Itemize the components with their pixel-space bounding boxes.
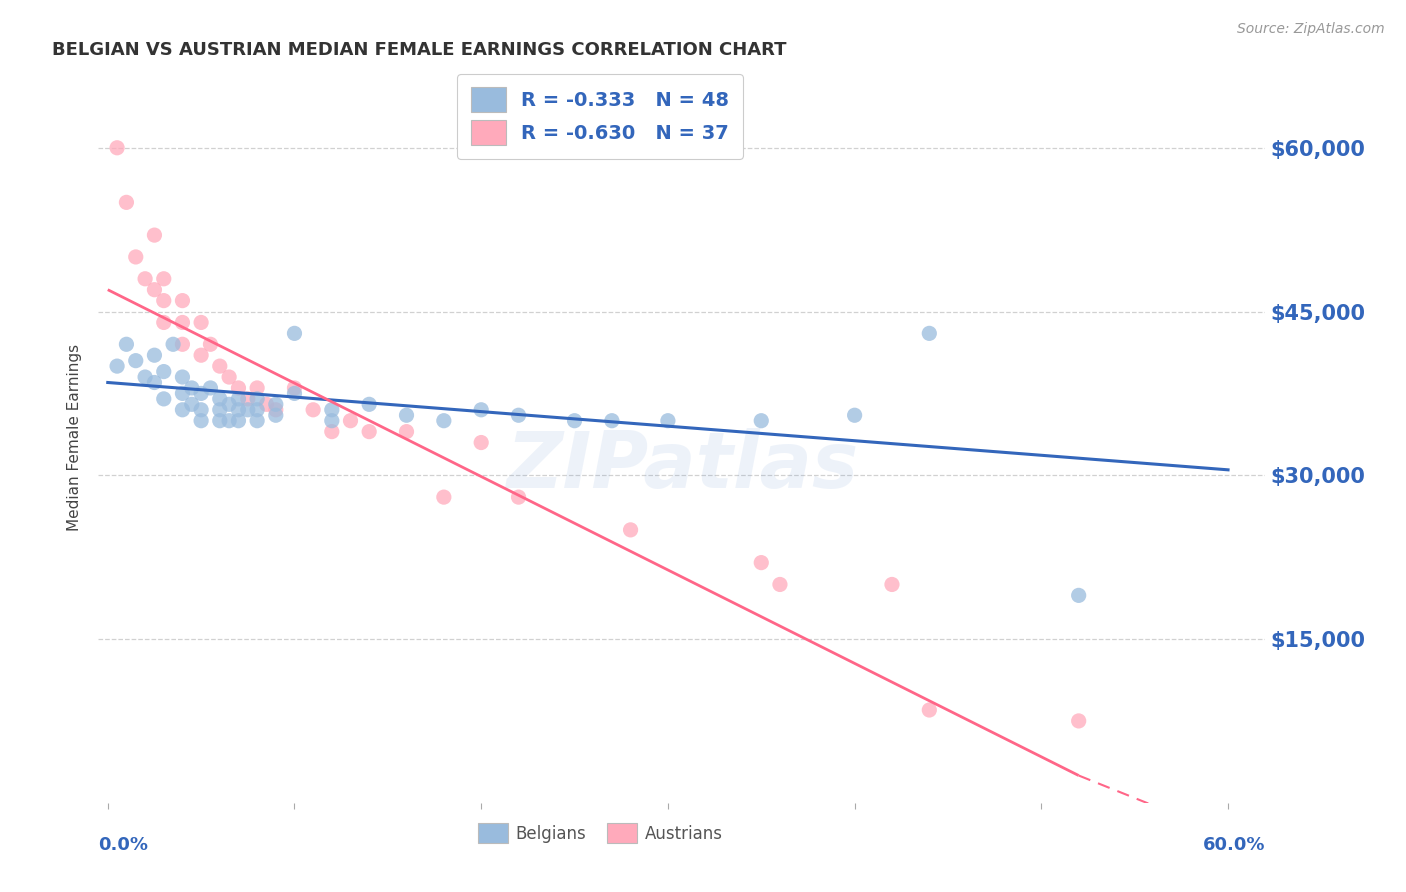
Point (619, 523, 641, 537)
Point (105, 359, 128, 373)
Point (190, 315, 212, 329)
Point (246, 381, 269, 395)
Point (264, 402, 287, 417)
Point (152, 365, 174, 379)
Point (283, 381, 305, 395)
Point (200, 337, 222, 351)
Point (143, 376, 166, 390)
Point (359, 425, 381, 439)
Point (283, 326, 305, 341)
Point (218, 397, 240, 411)
Point (134, 272, 156, 286)
Text: BELGIAN VS AUSTRIAN MEDIAN FEMALE EARNINGS CORRELATION CHART: BELGIAN VS AUSTRIAN MEDIAN FEMALE EARNIN… (52, 41, 786, 59)
Point (283, 386, 305, 401)
Point (228, 402, 250, 417)
Point (208, 392, 231, 406)
Point (246, 392, 269, 406)
Point (749, 556, 772, 570)
Point (470, 435, 492, 450)
Point (246, 402, 269, 417)
Point (1067, 714, 1090, 728)
Point (321, 402, 343, 417)
Point (208, 359, 231, 373)
Point (190, 386, 212, 401)
Point (152, 315, 174, 329)
Point (208, 402, 231, 417)
Point (190, 402, 212, 417)
Point (749, 414, 772, 428)
Point (218, 370, 240, 384)
Point (172, 337, 194, 351)
Point (359, 397, 381, 411)
Point (395, 425, 418, 439)
Point (172, 315, 194, 329)
Point (600, 414, 623, 428)
Point (218, 414, 240, 428)
Point (470, 402, 492, 417)
Text: 0.0%: 0.0% (98, 836, 149, 854)
Point (125, 250, 148, 264)
Point (433, 490, 456, 504)
Point (180, 381, 202, 395)
Point (236, 402, 259, 417)
Point (844, 409, 866, 423)
Point (918, 326, 941, 341)
Point (508, 409, 530, 423)
Y-axis label: Median Female Earnings: Median Female Earnings (67, 343, 83, 531)
Point (143, 348, 166, 362)
Point (152, 272, 174, 286)
Point (880, 577, 903, 591)
Point (339, 414, 361, 428)
Point (395, 409, 418, 423)
Point (172, 386, 194, 401)
Point (228, 414, 250, 428)
Point (302, 402, 325, 417)
Point (152, 392, 174, 406)
Point (1067, 588, 1090, 602)
Point (143, 228, 166, 243)
Point (264, 397, 287, 411)
Point (172, 293, 194, 308)
Legend: Belgians, Austrians: Belgians, Austrians (471, 817, 730, 849)
Point (162, 337, 184, 351)
Point (321, 414, 343, 428)
Point (918, 703, 941, 717)
Point (190, 348, 212, 362)
Point (657, 414, 679, 428)
Point (115, 195, 138, 210)
Point (321, 425, 343, 439)
Point (508, 490, 530, 504)
Point (769, 577, 792, 591)
Point (264, 409, 287, 423)
Point (246, 414, 269, 428)
Point (228, 392, 250, 406)
Point (200, 381, 222, 395)
Point (236, 392, 259, 406)
Text: ZIPatlas: ZIPatlas (506, 428, 858, 504)
Point (172, 370, 194, 384)
Point (228, 381, 250, 395)
Text: Source: ZipAtlas.com: Source: ZipAtlas.com (1237, 22, 1385, 37)
Point (180, 397, 202, 411)
Point (143, 283, 166, 297)
Text: 60.0%: 60.0% (1204, 836, 1265, 854)
Point (208, 414, 231, 428)
Point (256, 397, 278, 411)
Point (105, 141, 128, 155)
Point (172, 402, 194, 417)
Point (433, 414, 456, 428)
Point (125, 353, 148, 368)
Point (115, 337, 138, 351)
Point (134, 370, 156, 384)
Point (190, 414, 212, 428)
Point (564, 414, 586, 428)
Point (152, 293, 174, 308)
